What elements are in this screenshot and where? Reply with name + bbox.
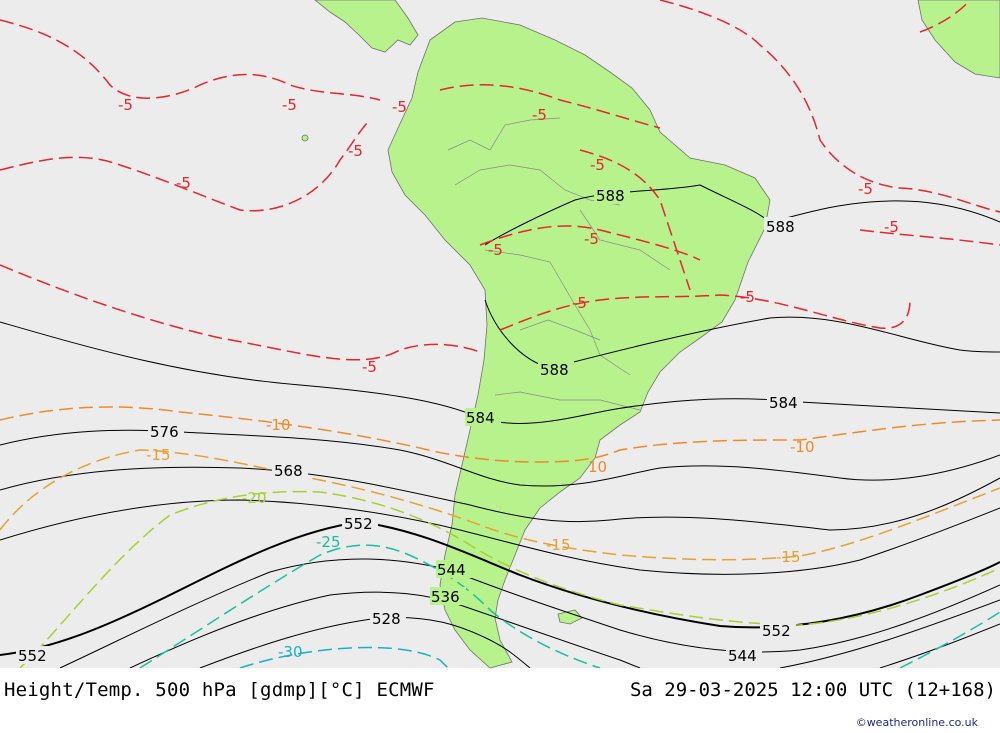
- isotherm-minus5-g: [859, 229, 1000, 246]
- temp-label: -15: [546, 536, 571, 554]
- contour-560: [0, 499, 1000, 575]
- height-label: 536: [431, 588, 460, 606]
- isotherm-minus5-top-right: [919, 0, 971, 33]
- contour-528: [199, 616, 531, 668]
- temp-label: -5: [584, 230, 599, 248]
- land-layer: [301, 0, 1000, 668]
- temp-label: -25: [316, 533, 341, 551]
- isotherm-minus5-c: [0, 264, 481, 361]
- land-falklands: [557, 609, 583, 625]
- temp-label: -5: [392, 98, 407, 116]
- isotherm-minus10: [0, 406, 1000, 463]
- height-label: 544: [437, 561, 466, 579]
- isotherm-minus20: [19, 490, 1000, 668]
- isotherm-minus15: [0, 449, 1000, 561]
- contour-536: [129, 591, 641, 668]
- isotherm-minus25-east: [899, 611, 1000, 668]
- contour-588-a: [484, 184, 1000, 246]
- contour-544: [59, 558, 1000, 668]
- isotherm-minus5-d: [479, 225, 701, 261]
- height-label: 588: [596, 187, 625, 205]
- height-label: 552: [18, 647, 47, 665]
- temp-label: -5: [590, 156, 605, 174]
- height-label: 552: [762, 622, 791, 640]
- land-top-right: [917, 0, 1000, 79]
- temp-label: -5: [348, 142, 363, 160]
- contour-536-east: [779, 599, 1000, 668]
- temp-label: -5: [282, 96, 297, 114]
- temp-label: -15: [146, 446, 171, 464]
- isotherms: [0, 0, 1000, 668]
- isotherm-minus5-i: [579, 149, 691, 291]
- contour-552: [0, 520, 1000, 656]
- isotherm-minus5-f: [659, 0, 1000, 213]
- temp-label: -10: [790, 438, 815, 456]
- height-label: 588: [540, 361, 569, 379]
- temp-label: -10: [266, 416, 291, 434]
- height-label: 552: [344, 515, 373, 533]
- temp-label: -5: [532, 106, 547, 124]
- isotherm-minus30: [239, 646, 449, 668]
- contour-588-b: [484, 299, 1000, 369]
- isotherm-minus5-h: [439, 84, 661, 129]
- land-south-america: [387, 17, 771, 668]
- temp-label: -5: [176, 174, 191, 192]
- land-central-america: [314, 0, 419, 53]
- contour-568: [0, 466, 1000, 531]
- isotherm-minus25: [139, 544, 601, 668]
- temp-labels: -5 -5 -5 -5 -5 -5 -5 -5 -5 -5 -5 -5 -5 -…: [118, 96, 899, 661]
- temp-label: -20: [242, 489, 267, 507]
- footer-bar: [0, 668, 1000, 733]
- height-label: 588: [766, 218, 795, 236]
- isotherm-minus5-a: [0, 19, 381, 101]
- temp-label: -5: [884, 218, 899, 236]
- isotherm-minus5-b: [0, 119, 371, 212]
- height-label: 576: [150, 423, 179, 441]
- height-label: 528: [372, 610, 401, 628]
- contour-528-east: [879, 623, 1000, 668]
- valid-time: Sa 29-03-2025 12:00 UTC (12+168): [629, 679, 996, 701]
- contour-584: [0, 321, 1000, 424]
- height-label: 584: [466, 409, 495, 427]
- temp-label: -5: [118, 96, 133, 114]
- temp-label: -15: [776, 548, 801, 566]
- land-galapagos: [301, 134, 309, 142]
- temp-label: -5: [572, 294, 587, 312]
- height-label: 544: [728, 647, 757, 665]
- isotherm-minus5-e: [499, 294, 911, 331]
- temp-label: -5: [740, 288, 755, 306]
- temp-label: -5: [362, 358, 377, 376]
- temp-label: -5: [858, 180, 873, 198]
- height-label: 584: [769, 394, 798, 412]
- height-label: 568: [274, 462, 303, 480]
- weather-map: 588 588 588 584 584 576 568 552 552 552 …: [0, 0, 1000, 668]
- temp-label: 10: [588, 458, 607, 476]
- credit-link[interactable]: ©weatheronline.co.uk: [855, 716, 978, 729]
- temp-label: -30: [278, 643, 303, 661]
- map-title: Height/Temp. 500 hPa [gdmp][°C] ECMWF: [4, 679, 435, 701]
- height-labels: 588 588 588 584 584 576 568 552 552 552 …: [16, 186, 803, 665]
- temp-label: -5: [488, 241, 503, 259]
